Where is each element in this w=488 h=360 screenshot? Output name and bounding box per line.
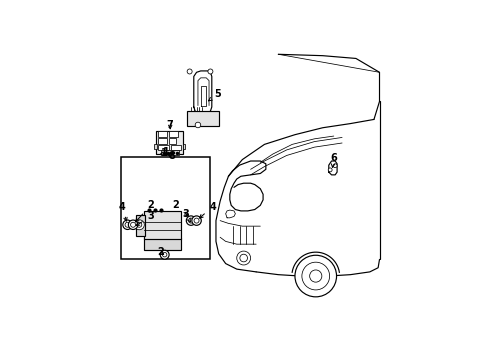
Bar [158,145,169,150]
Text: 4: 4 [199,202,216,218]
Bar [135,215,145,236]
Bar [156,131,183,154]
Text: 6: 6 [330,153,336,167]
Circle shape [128,220,138,229]
Text: 3: 3 [182,209,190,222]
Bar [154,144,156,149]
Circle shape [236,251,250,265]
Bar [158,131,167,137]
Circle shape [191,216,201,225]
Text: 1: 1 [163,147,169,157]
Circle shape [207,69,212,74]
Circle shape [194,218,199,223]
Text: 3: 3 [136,211,154,225]
Circle shape [195,122,200,128]
Circle shape [186,216,195,225]
Bar [168,131,177,137]
Circle shape [188,218,193,223]
Bar [171,145,181,150]
Circle shape [332,164,336,168]
Circle shape [134,220,144,230]
Bar [143,238,181,250]
Text: 7: 7 [166,120,173,130]
Circle shape [162,252,166,257]
Text: 5: 5 [208,90,220,101]
Text: 2: 2 [135,201,154,222]
Circle shape [240,254,247,262]
Circle shape [301,262,329,290]
Circle shape [122,220,132,229]
Circle shape [294,255,336,297]
Circle shape [309,270,321,282]
Bar [143,211,181,239]
Circle shape [125,222,130,227]
Text: 4: 4 [119,202,127,221]
Bar [158,138,167,144]
Circle shape [327,168,331,172]
Bar [168,138,175,144]
Circle shape [130,222,135,227]
Text: 1: 1 [161,148,168,158]
Circle shape [187,69,192,74]
Text: 2: 2 [172,201,187,216]
Circle shape [160,250,169,259]
Text: 8: 8 [168,151,175,161]
Circle shape [137,222,142,227]
Text: 2: 2 [157,247,163,257]
Bar [186,111,218,126]
Bar [183,144,185,149]
Bar [121,157,209,260]
Bar [160,150,178,155]
